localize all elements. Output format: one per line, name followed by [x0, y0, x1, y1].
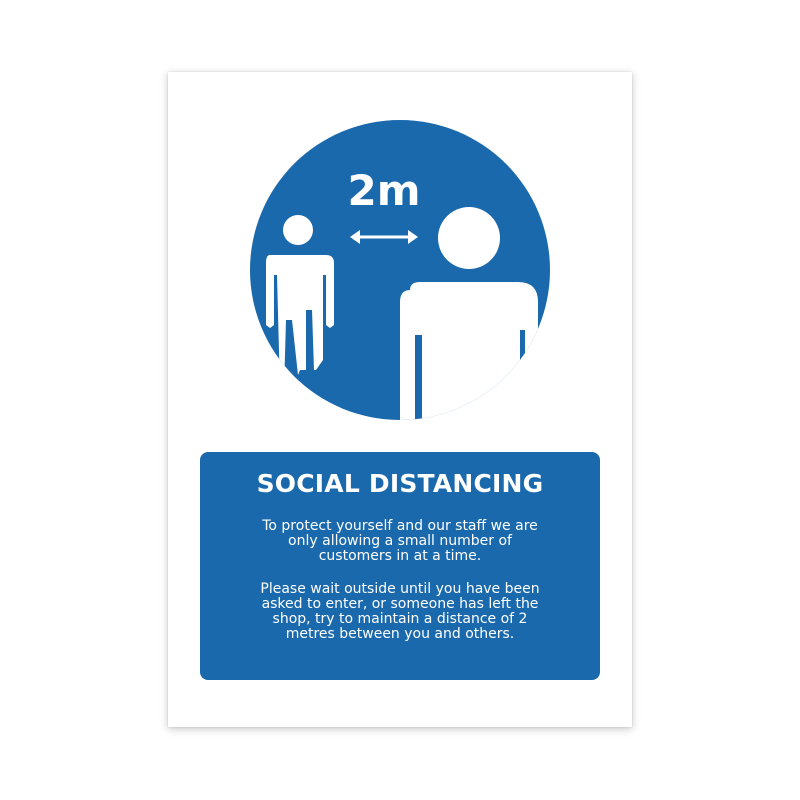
panel-paragraph-2: Please wait outside until you have been … [260, 581, 540, 642]
info-panel: SOCIAL DISTANCING To protect yourself an… [200, 452, 600, 680]
distance-label: 2m [348, 166, 421, 215]
sign-poster: 2m SOCIAL DISTANCING To protect yourself… [168, 72, 632, 727]
social-distancing-symbol: 2m [250, 120, 550, 420]
double-headed-arrow-icon [350, 230, 418, 244]
panel-paragraph-1: To protect yourself and our staff we are… [262, 518, 538, 564]
small-person-icon [266, 215, 334, 390]
panel-title: SOCIAL DISTANCING [256, 469, 544, 498]
symbol-graphic: 2m [250, 120, 550, 420]
